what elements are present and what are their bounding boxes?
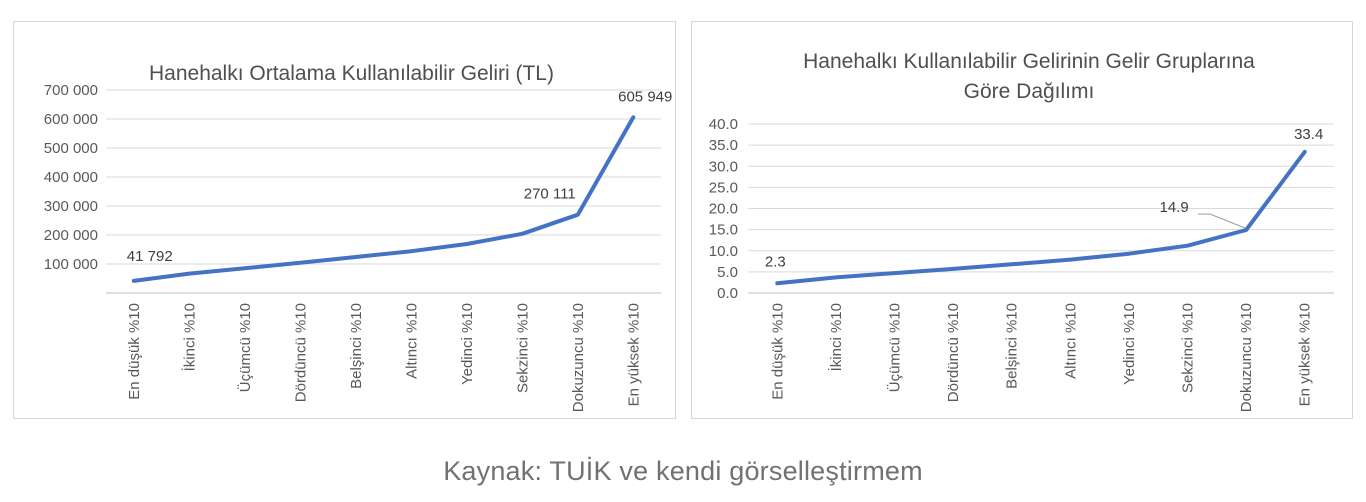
source-caption: Kaynak: TUİK ve kendi görselleştirmem xyxy=(443,456,923,486)
chart-title: Hanehalkı Kullanılabilir Gelirinin Gelir… xyxy=(803,50,1255,103)
y-tick-label: 20.0 xyxy=(709,201,738,218)
y-tick-label: 0.0 xyxy=(717,285,738,302)
y-tick-label: 30.0 xyxy=(709,158,738,175)
data-label: 41 792 xyxy=(127,248,173,265)
x-tick-label: Belşinci %10 xyxy=(348,303,365,389)
income-share-chart-panel: Hanehalkı Kullanılabilir Gelirinin Gelir… xyxy=(691,21,1353,419)
data-label: 270 111 xyxy=(524,186,576,203)
y-tick-label: 500 000 xyxy=(44,140,98,157)
y-tick-label: 600 000 xyxy=(44,111,98,128)
x-tick-label: Sekzinci %10 xyxy=(514,303,531,393)
x-tick-label: Belşinci %10 xyxy=(1004,303,1021,389)
y-tick-label: 10.0 xyxy=(709,243,738,260)
y-tick-label: 100 000 xyxy=(44,256,98,273)
series-line xyxy=(131,115,636,283)
y-tick-label: 25.0 xyxy=(709,179,738,196)
income-mean-chart-panel: Hanehalkı Ortalama Kullanılabilir Geliri… xyxy=(13,21,676,419)
x-tick-label: İkinci %10 xyxy=(180,303,198,371)
y-tick-label: 5.0 xyxy=(717,264,738,281)
x-tick-label: İkinci %10 xyxy=(827,303,845,371)
income-mean-chart: Hanehalkı Ortalama Kullanılabilir Geliri… xyxy=(44,62,673,412)
x-axis-labels: En düşük %10 İkinci %10 Üçümcü %10 Dördüncü… xyxy=(126,303,643,412)
x-tick-label: Dördüncü %10 xyxy=(292,303,309,402)
y-axis-labels: 100 000 200 000 300 000 400 000 500 000 600 0… xyxy=(44,82,98,273)
x-tick-label: Sekzinci %10 xyxy=(1180,303,1197,393)
x-tick-label: Dördüncü %10 xyxy=(945,303,962,402)
y-tick-label: 700 000 xyxy=(44,82,98,99)
x-tick-label: En yüksek %10 xyxy=(1297,303,1314,406)
x-tick-label: Dokuzuncu %10 xyxy=(570,303,587,412)
x-tick-label: En düşük %10 xyxy=(769,303,786,400)
data-label: 33.4 xyxy=(1294,126,1323,143)
y-tick-label: 40.0 xyxy=(709,116,738,133)
svg-text:Hanehalkı Ortalama Kullanılabi: Hanehalkı Ortalama Kullanılabilir Geliri… xyxy=(149,62,554,85)
y-tick-label: 15.0 xyxy=(709,222,738,239)
y-tick-label: 400 000 xyxy=(44,169,98,186)
data-label: 2.3 xyxy=(765,253,786,270)
gridlines xyxy=(106,89,661,265)
chart-title: Hanehalkı Ortalama Kullanılabilir Geliri… xyxy=(149,62,554,85)
series-line xyxy=(775,149,1307,286)
x-axis-labels: En düşük %10 İkinci %10 Üçümcü %10 Dördüncü… xyxy=(769,303,1313,412)
x-tick-label: Üçümcü %10 xyxy=(886,303,904,392)
income-share-chart: Hanehalkı Kullanılabilir Gelirinin Gelir… xyxy=(709,50,1334,412)
data-label: 14.9 xyxy=(1159,199,1188,216)
x-tick-label: Altıncı %10 xyxy=(403,303,420,379)
y-tick-label: 300 000 xyxy=(44,198,98,215)
gridlines xyxy=(748,123,1334,294)
data-labels: 2.3 14.9 33.4 xyxy=(765,126,1323,270)
y-axis-labels: 0.0 5.0 10.0 15.0 20.0 25.0 30.0 35.0 40.0 xyxy=(709,116,738,302)
svg-text:Hanehalkı Kullanılabilir Gelir: Hanehalkı Kullanılabilir Gelirinin Gelir… xyxy=(803,50,1255,73)
data-label-callout-line xyxy=(1198,213,1246,229)
x-tick-label: En yüksek %10 xyxy=(625,303,642,406)
y-tick-label: 35.0 xyxy=(709,137,738,154)
svg-text:Göre Dağılımı: Göre Dağılımı xyxy=(964,80,1095,103)
x-tick-label: Üçümcü %10 xyxy=(236,303,254,392)
data-label: 605 949 xyxy=(618,88,672,105)
y-tick-label: 200 000 xyxy=(44,227,98,244)
x-tick-label: Dokuzuncu %10 xyxy=(1238,303,1255,412)
x-tick-label: Yedinci %10 xyxy=(1121,303,1138,385)
x-tick-label: En düşük %10 xyxy=(126,303,143,400)
x-tick-label: Altıncı %10 xyxy=(1062,303,1079,379)
data-labels: 41 792 270 111 605 949 xyxy=(127,88,673,265)
x-tick-label: Yedinci %10 xyxy=(459,303,476,385)
